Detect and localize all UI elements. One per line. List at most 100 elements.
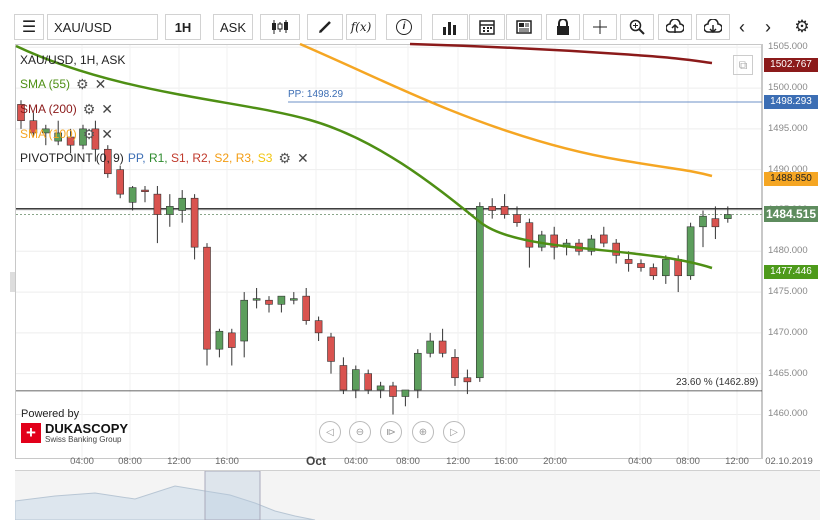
candlestick-icon <box>272 20 288 34</box>
pencil-icon <box>319 21 331 33</box>
price-tag: 1477.446 <box>764 265 818 280</box>
price-tick-label: 1480.000 <box>768 245 808 257</box>
price-tick-label: 1490.000 <box>768 163 808 175</box>
zoom-in-button[interactable]: ⊕ <box>412 421 434 443</box>
pp-label: PP: 1498.29 <box>288 89 344 100</box>
side-button[interactable]: ASK <box>213 14 253 40</box>
lock-button[interactable] <box>546 14 580 40</box>
time-tick-label: 16:00 <box>215 456 239 467</box>
news-button[interactable] <box>506 14 542 40</box>
time-tick-label: 08:00 <box>676 456 700 467</box>
legend-sma55: SMA (55) ⚙ ✕ <box>20 75 106 93</box>
price-axis-border <box>762 44 763 459</box>
info-button[interactable]: i <box>386 14 422 40</box>
toolbar: ☰ XAU/USD 1H ASK f(x) i <box>0 0 820 44</box>
volume-button[interactable] <box>432 14 468 40</box>
time-tick-label: 12:00 <box>725 456 749 467</box>
pivot-item: S1, <box>170 151 193 165</box>
download-button[interactable] <box>696 14 730 40</box>
fib-label: 23.60 % (1462.89) <box>676 377 759 388</box>
scroll-right-button[interactable]: › <box>757 14 779 40</box>
crosshair-icon <box>593 20 607 34</box>
brand-name: DUKASCOPY <box>45 421 129 436</box>
pivot-label: PIVOTPOINT (0, 9) <box>20 151 124 165</box>
zoom-button[interactable] <box>620 14 654 40</box>
timeframe-label: 1H <box>174 19 192 35</box>
sma100-label: SMA (100) <box>20 127 77 141</box>
price-tick-label: 1470.000 <box>768 326 808 338</box>
brand-logo: + DUKASCOPY Swiss Banking Group <box>21 422 128 444</box>
symbol-label: XAU/USD <box>54 19 112 35</box>
pivot-close-icon[interactable]: ✕ <box>296 149 309 166</box>
price-tick-label: 1475.000 <box>768 286 808 298</box>
chevron-left-icon: ‹ <box>739 16 745 37</box>
calendar-button[interactable] <box>469 14 505 40</box>
crosshair-button[interactable] <box>583 14 617 40</box>
time-tick-label: 02.10.2019 <box>765 456 813 467</box>
sma200-label: SMA (200) <box>20 102 77 116</box>
triangle-left-icon: ◁ <box>326 426 334 438</box>
sma200-close-icon[interactable]: ✕ <box>101 100 113 117</box>
time-tick-label: 08:00 <box>396 456 420 467</box>
time-tick-label: 04:00 <box>70 456 94 467</box>
scroll-back-button[interactable]: ◁ <box>319 421 341 443</box>
panel-resize-handle[interactable] <box>10 272 15 292</box>
symbol-selector[interactable]: XAU/USD <box>47 14 158 40</box>
sma55-label: SMA (55) <box>20 77 71 91</box>
navigator[interactable] <box>14 470 820 521</box>
price-tick-label: 1460.000 <box>768 408 808 420</box>
time-tick-label: 12:00 <box>167 456 191 467</box>
upload-button[interactable] <box>658 14 692 40</box>
settings-button[interactable]: ⚙ <box>791 14 813 40</box>
chart-type-button[interactable] <box>260 14 300 40</box>
sma55-settings-icon[interactable]: ⚙ <box>76 75 89 92</box>
zoom-icon <box>629 19 645 35</box>
side-label: ASK <box>219 19 246 35</box>
legend-title: XAU/USD, 1H, ASK <box>20 51 125 69</box>
price-tick-label: 1465.000 <box>768 367 808 379</box>
drawing-tool-button[interactable] <box>307 14 343 40</box>
price-tick-label: 1505.000 <box>768 41 808 53</box>
reset-view-button[interactable]: ⧐ <box>380 421 402 443</box>
pivot-settings-icon[interactable]: ⚙ <box>278 149 291 166</box>
scroll-forward-button[interactable]: ▷ <box>443 421 465 443</box>
sma100-close-icon[interactable]: ✕ <box>101 125 113 142</box>
legend-title-text: XAU/USD, 1H, ASK <box>20 53 126 67</box>
time-tick-label: 12:00 <box>446 456 470 467</box>
time-tick-label: 04:00 <box>344 456 368 467</box>
info-icon: i <box>396 19 412 35</box>
pivot-item: S3 <box>257 151 273 165</box>
reset-icon: ⧐ <box>386 426 396 438</box>
price-tag: 1502.767 <box>764 58 818 73</box>
pivot-item: R1, <box>148 151 171 165</box>
time-tick-label: Oct <box>305 454 327 468</box>
sma200-settings-icon[interactable]: ⚙ <box>82 100 96 117</box>
pivot-item: S2, <box>214 151 236 165</box>
navigator-preview <box>14 470 316 521</box>
pivot-item: R2, <box>192 151 215 165</box>
price-tag: 1488.850 <box>764 172 818 187</box>
price-tick-label: 1495.000 <box>768 122 808 134</box>
timeframe-button[interactable]: 1H <box>165 14 201 40</box>
time-tick-label: 16:00 <box>494 456 518 467</box>
pivot-item: PP, <box>127 151 149 165</box>
triangle-right-icon: ▷ <box>450 426 458 438</box>
zoom-in-icon: ⊕ <box>418 426 428 438</box>
swiss-cross-icon: + <box>21 423 41 443</box>
menu-button[interactable]: ☰ <box>14 14 44 40</box>
popout-button[interactable]: ⧉ <box>733 55 753 75</box>
pivot-item: R3, <box>235 151 258 165</box>
sma55-close-icon[interactable]: ✕ <box>94 75 107 92</box>
newspaper-icon <box>516 20 532 34</box>
sma100-settings-icon[interactable]: ⚙ <box>82 125 96 142</box>
lock-icon <box>557 19 569 35</box>
chart-frame[interactable] <box>15 44 762 459</box>
scroll-left-button[interactable]: ‹ <box>731 14 753 40</box>
function-label: f(x) <box>350 20 372 34</box>
brand-tagline: Swiss Banking Group <box>45 435 122 444</box>
indicators-button[interactable]: f(x) <box>346 14 376 40</box>
zoom-out-button[interactable]: ⊖ <box>349 421 371 443</box>
hamburger-icon: ☰ <box>21 19 37 36</box>
time-tick-label: 04:00 <box>628 456 652 467</box>
price-tick-label: 1500.000 <box>768 82 808 94</box>
